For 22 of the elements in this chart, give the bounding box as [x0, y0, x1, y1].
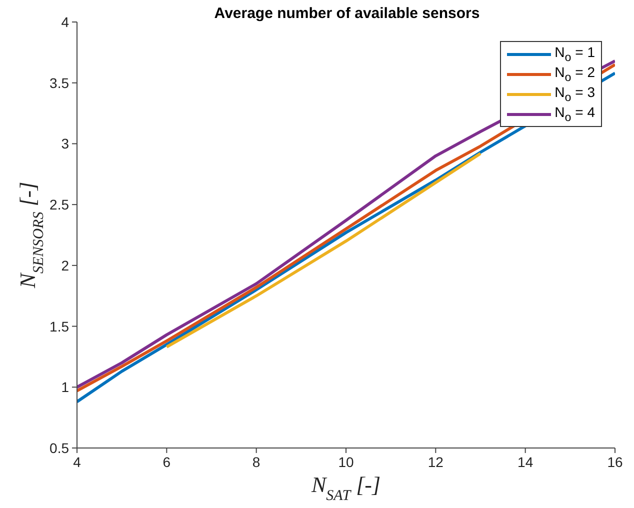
- x-axis-title: N$_{SAT}$ [-]: [310, 472, 381, 504]
- x-tick-label: 4: [73, 454, 82, 470]
- y-tick-label: 4: [61, 14, 70, 30]
- x-tick-label: 14: [518, 454, 534, 470]
- y-tick-label: 1.5: [50, 318, 70, 334]
- y-tick-label: 3.5: [50, 74, 70, 91]
- legend-label: N$_{o}$ = 1: [554, 44, 595, 64]
- y-tick-label: 1: [61, 379, 70, 396]
- legend-label: N$_{o}$ = 2: [554, 64, 595, 84]
- line-series: [165, 152, 482, 348]
- y-tick-label: 2.5: [50, 196, 70, 213]
- chart-title: Average number of available sensors: [213, 5, 481, 22]
- x-tick-label: 8: [252, 454, 260, 470]
- y-tick-label: 0.5: [50, 440, 70, 456]
- legend-label: N$_{o}$ = 3: [554, 84, 595, 104]
- y-tick-label: 2: [61, 257, 70, 274]
- x-tick-label: 16: [607, 454, 623, 470]
- x-tick-label: 10: [338, 454, 354, 470]
- y-tick-label: 3: [61, 136, 70, 152]
- x-tick-label: 6: [162, 454, 171, 470]
- x-tick-label: 12: [428, 454, 444, 470]
- legend-label: N$_{o}$ = 4: [554, 104, 595, 124]
